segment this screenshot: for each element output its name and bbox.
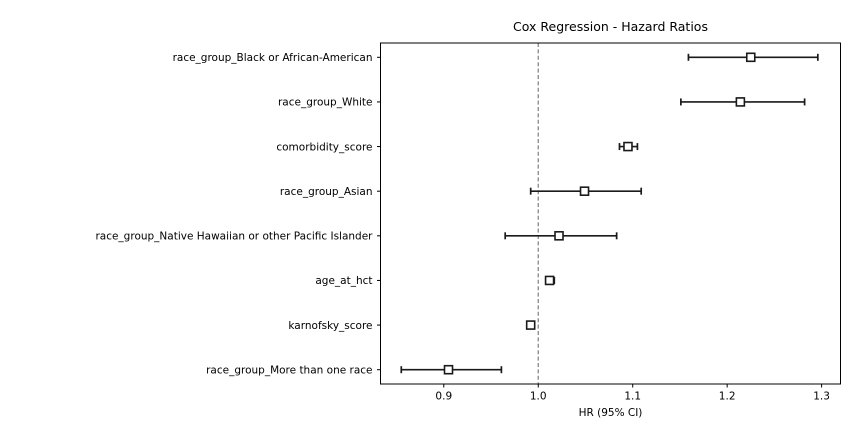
x-tick-label: 1.3 (813, 391, 830, 403)
y-tick-label: race_group_White (278, 97, 373, 109)
hr-marker (579, 186, 590, 196)
chart-title: Cox Regression - Hazard Ratios (513, 19, 708, 34)
y-tick-label: race_group_More than one race (206, 364, 372, 376)
hr-marker (443, 364, 454, 375)
y-tick-label: age_at_hct (315, 275, 372, 287)
x-tick-label: 1.1 (624, 391, 641, 403)
hr-marker (554, 231, 564, 241)
x-tick-label: 1.0 (530, 391, 547, 403)
hr-marker (623, 141, 633, 152)
y-tick-label: comorbidity_score (276, 141, 372, 153)
y-tick-label: race_group_Native Hawaiian or other Paci… (95, 231, 373, 243)
x-tick-label: 0.9 (435, 391, 452, 403)
y-tick-label: karnofsky_score (288, 320, 372, 332)
x-axis-label: HR (95% CI) (579, 407, 643, 419)
hr-marker (735, 97, 746, 107)
hr-marker (745, 52, 756, 63)
hr-marker (544, 275, 555, 286)
plot-frame (380, 42, 841, 385)
hr-marker (525, 320, 536, 330)
y-tick-label: race_group_Asian (280, 186, 373, 198)
y-tick-label: race_group_Black or African-American (173, 52, 373, 64)
x-tick-label: 1.2 (719, 391, 736, 403)
plot-area: race_group_Black or African-American race… (95, 42, 841, 403)
